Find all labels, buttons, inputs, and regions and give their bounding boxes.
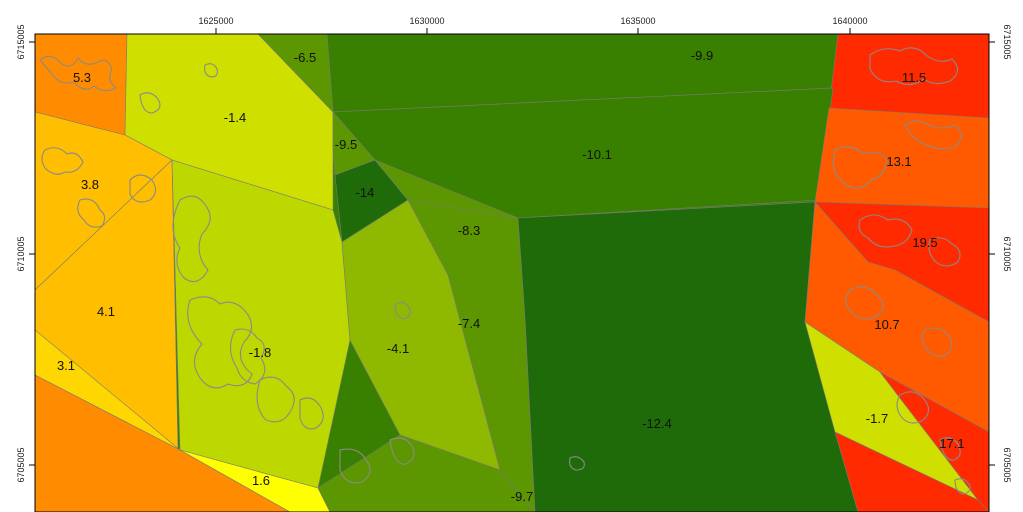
- shoreline-center-7: [389, 437, 415, 465]
- y-tick-label-right: 6715005: [1002, 24, 1012, 59]
- zone-label: 3.8: [81, 177, 99, 192]
- shoreline-center-8: [394, 301, 411, 320]
- y-tick-label-left: 6715005: [16, 24, 26, 59]
- zone-label: 17.1: [939, 436, 964, 451]
- zone-label: 1.6: [252, 473, 270, 488]
- zone-label: -9.9: [691, 48, 713, 63]
- zone-13.1: [814, 107, 989, 209]
- zone-lower-right-red: [834, 431, 989, 512]
- shoreline-center-9: [139, 92, 161, 114]
- x-tick-label: 1630000: [409, 16, 444, 26]
- zone-neg-1.8: [171, 159, 351, 489]
- zone-label: -9.5: [335, 137, 357, 152]
- zone-17.1: [879, 371, 989, 512]
- zone-label: 11.5: [902, 70, 926, 85]
- x-axis-ticks: 1625000 1630000 1635000 1640000: [198, 16, 868, 34]
- shoreline-east-1: [869, 47, 959, 86]
- zone-label: -14: [356, 185, 375, 200]
- zone-label: 4.1: [97, 304, 115, 319]
- zone-label: -8.3: [458, 223, 480, 238]
- shoreline-east-9: [939, 437, 961, 461]
- zone-label: 13.1: [886, 154, 911, 169]
- shoreline-east-6: [845, 286, 884, 320]
- shoreline-center-11: [569, 456, 585, 471]
- shoreline-east-10: [954, 478, 971, 495]
- map-frame: [34, 33, 990, 512]
- shoreline-east-3: [904, 120, 962, 150]
- shoreline-east-2: [832, 146, 888, 189]
- shoreline-center-10: [204, 63, 218, 78]
- shoreline-center-5: [299, 397, 324, 430]
- y-axis-ticks-right: 6715005 6710005 6705005: [989, 24, 1012, 483]
- x-tick-label: 1640000: [832, 16, 867, 26]
- y-tick-label-left: 6710005: [16, 236, 26, 271]
- shoreline-center-1: [172, 195, 211, 283]
- shoreline-east-5: [928, 237, 961, 267]
- y-tick-label-left: 6705005: [16, 447, 26, 482]
- shoreline-west-3: [77, 198, 106, 228]
- shoreline-west-2: [41, 147, 84, 175]
- zone-label: -1.7: [866, 411, 888, 426]
- zone-label: -10.1: [582, 147, 612, 162]
- y-tick-label-right: 6710005: [1002, 236, 1012, 271]
- zone-label: 3.1: [57, 358, 75, 373]
- zone-label: -1.4: [224, 110, 246, 125]
- zone-lower-left-orange: [35, 374, 291, 512]
- zone-label: -9.7: [511, 489, 533, 504]
- zone-1.6: [179, 449, 331, 512]
- zone-neg-12.4: [517, 201, 859, 512]
- zone-11.5: [828, 34, 989, 119]
- shoreline-center-4: [256, 376, 295, 423]
- x-tick-label: 1625000: [198, 16, 233, 26]
- zone-label: 5.3: [73, 70, 91, 85]
- zone-label: -7.4: [458, 316, 480, 331]
- x-tick-label: 1635000: [620, 16, 655, 26]
- zone-label: -12.4: [642, 416, 672, 431]
- shoreline-center-2: [187, 296, 253, 389]
- zone-labels: 5.3 -1.4 -6.5 -9.9 11.5 3.8 -9.5 -10.1 1…: [57, 48, 965, 504]
- zone-neg-9.7: [317, 434, 536, 512]
- y-tick-label-right: 6705005: [1002, 447, 1012, 482]
- shoreline-layer: [39, 47, 971, 495]
- shoreline-center-3: [229, 328, 266, 385]
- shoreline-east-8: [896, 391, 930, 424]
- shoreline-west-4: [129, 174, 157, 203]
- zone-label: 10.7: [874, 317, 899, 332]
- y-axis-ticks-left: 6715005 6710005 6705005: [16, 24, 35, 483]
- zone-label: 19.5: [912, 235, 937, 250]
- zones-layer: [35, 34, 989, 512]
- shoreline-east-4: [858, 214, 913, 248]
- zone-label: -4.1: [387, 341, 409, 356]
- shoreline-east-7: [921, 327, 953, 357]
- zone-label: -1.8: [249, 345, 271, 360]
- zone-label: -6.5: [294, 50, 316, 65]
- shoreline-west-1: [39, 55, 118, 92]
- shoreline-center-6: [339, 448, 371, 484]
